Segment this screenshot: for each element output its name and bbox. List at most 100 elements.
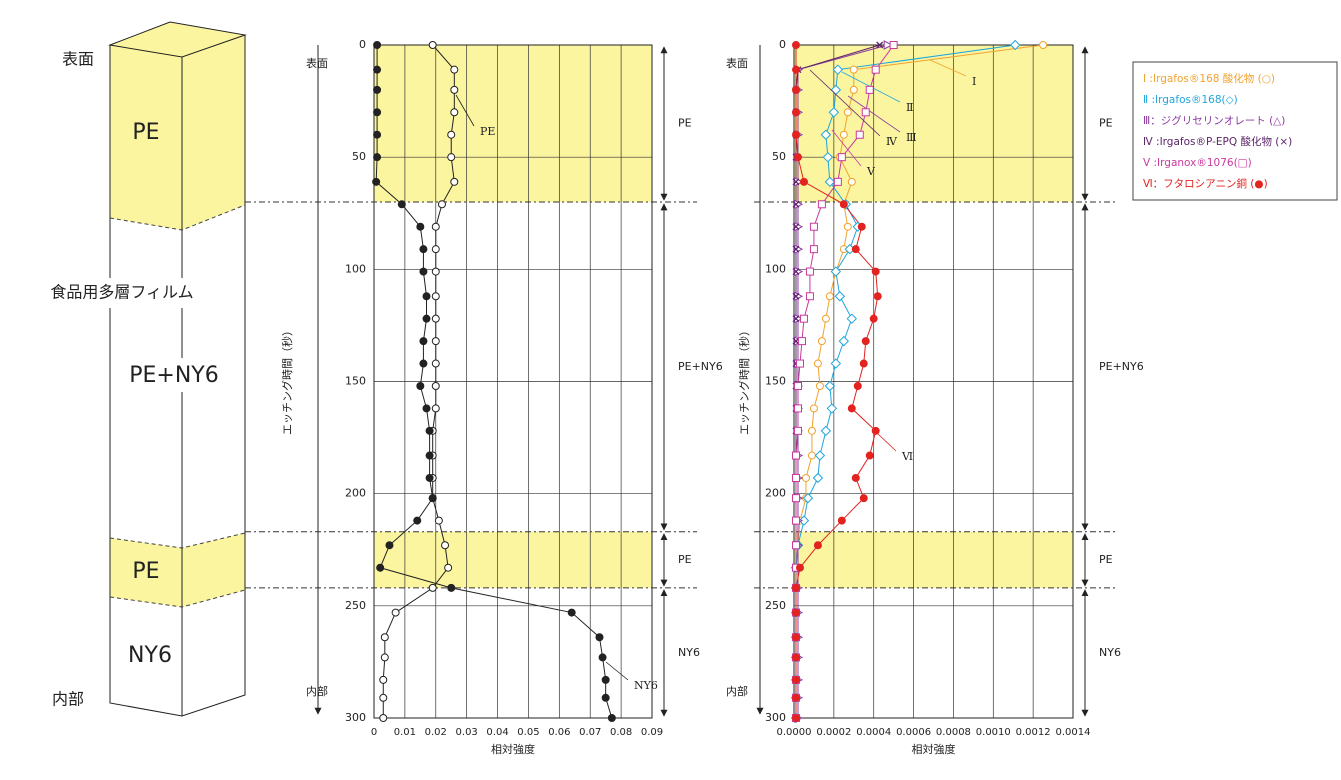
data-point xyxy=(450,108,459,117)
data-point xyxy=(871,267,880,276)
y-tick-label: 300 xyxy=(765,711,786,724)
data-point xyxy=(822,151,834,163)
data-point xyxy=(791,608,800,617)
data-point xyxy=(416,222,425,231)
data-point xyxy=(861,337,870,346)
series-label: PE xyxy=(480,125,495,138)
data-point xyxy=(447,153,456,162)
x-tick-label: 0.0006 xyxy=(896,727,931,738)
data-point xyxy=(791,494,800,503)
data-point xyxy=(385,541,394,550)
x-tick-label: 0.0000 xyxy=(777,727,812,738)
data-point xyxy=(821,314,830,323)
data-point xyxy=(809,245,818,254)
data-point xyxy=(859,494,868,503)
data-point xyxy=(813,541,822,550)
data-point xyxy=(791,130,800,139)
data-point xyxy=(791,583,800,592)
data-point xyxy=(431,359,440,368)
data-point xyxy=(373,153,382,162)
legend-entry: Ⅲ：ジグリセリンオレート (△) xyxy=(1143,114,1285,127)
data-point xyxy=(843,108,852,117)
data-point xyxy=(813,359,822,368)
data-point xyxy=(1010,39,1021,51)
data-point xyxy=(791,65,800,74)
x-tick-label: 0.0014 xyxy=(1056,727,1091,738)
data-point xyxy=(380,633,389,642)
data-point xyxy=(373,108,382,117)
data-point xyxy=(802,492,814,504)
layer-label: PE+NY6 xyxy=(129,363,219,388)
data-point xyxy=(379,714,388,722)
data-point xyxy=(791,633,800,642)
region-label: PE xyxy=(678,117,692,130)
data-point xyxy=(450,85,459,94)
data-point xyxy=(425,451,434,460)
data-point xyxy=(373,41,382,49)
x-axis-label: 相対強度 xyxy=(912,742,956,756)
data-point xyxy=(431,314,440,323)
y-tick-label: 200 xyxy=(765,487,786,500)
data-point xyxy=(431,267,440,276)
data-point xyxy=(857,222,866,231)
data-point xyxy=(450,177,459,186)
data-point xyxy=(793,404,802,413)
data-point xyxy=(812,472,824,484)
data-point xyxy=(391,608,400,617)
data-point xyxy=(807,451,816,460)
data-point xyxy=(595,633,604,642)
region-label: PE xyxy=(1099,117,1113,130)
data-point xyxy=(820,129,832,140)
data-point xyxy=(805,292,814,301)
data-point xyxy=(843,222,852,231)
data-point xyxy=(791,653,800,662)
region-label: PE+NY6 xyxy=(678,360,723,373)
data-point xyxy=(413,516,422,525)
data-point xyxy=(871,426,880,435)
data-point xyxy=(791,85,800,94)
data-point xyxy=(838,335,850,347)
data-point xyxy=(792,292,800,300)
data-point xyxy=(419,337,428,346)
data-point xyxy=(437,200,446,209)
data-point xyxy=(428,41,437,49)
data-point xyxy=(889,41,898,49)
data-point xyxy=(397,200,406,209)
label-leader xyxy=(455,94,475,127)
data-point xyxy=(830,266,842,277)
region-label: PE xyxy=(678,553,692,566)
x-tick-label: 0.08 xyxy=(610,727,632,738)
data-point xyxy=(791,473,800,482)
data-point xyxy=(444,563,453,572)
data-point xyxy=(793,153,802,162)
data-point xyxy=(601,675,610,684)
data-point xyxy=(792,245,800,253)
x-tick-label: 0.0008 xyxy=(936,727,971,738)
region-label: PE+NY6 xyxy=(1099,360,1144,373)
data-point xyxy=(847,177,856,186)
data-point xyxy=(834,291,846,302)
x-tick-label: 0.0004 xyxy=(856,727,891,738)
data-point xyxy=(824,176,836,188)
data-point xyxy=(825,292,834,301)
data-point xyxy=(447,130,456,139)
x-tick-label: 0.09 xyxy=(641,727,663,738)
data-point xyxy=(859,359,868,368)
x-tick-label: 0 xyxy=(371,727,377,738)
layer-band xyxy=(110,45,182,230)
data-point xyxy=(791,516,800,525)
data-point xyxy=(431,292,440,301)
data-point xyxy=(791,108,800,117)
data-point xyxy=(851,245,860,254)
diagram-bottom-label: 内部 xyxy=(52,690,84,709)
data-point xyxy=(865,451,874,460)
layer-label: PE xyxy=(132,559,159,584)
data-point xyxy=(428,494,437,503)
data-point xyxy=(851,473,860,482)
data-point xyxy=(792,268,800,276)
surface-label: 表面 xyxy=(306,56,328,70)
data-point xyxy=(373,85,382,94)
legend-entry: Ⅰ :Irgafos®168 酸化物 (○) xyxy=(1143,72,1275,85)
data-point xyxy=(450,65,459,74)
